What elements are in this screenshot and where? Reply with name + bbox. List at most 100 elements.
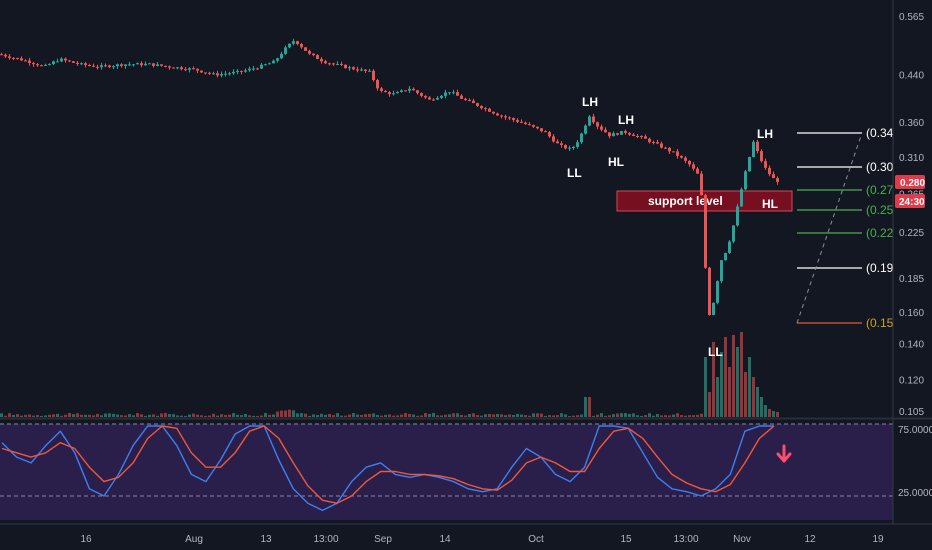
candle-body	[192, 68, 195, 70]
candle-body	[324, 61, 327, 64]
candle-body	[316, 55, 319, 59]
volume-bar	[200, 415, 203, 417]
candle-body	[96, 66, 99, 68]
candle-body	[688, 160, 691, 165]
volume-bar	[104, 413, 107, 417]
volume-bar	[708, 392, 711, 417]
volume-bar	[64, 414, 67, 417]
annotation-ll: LL	[708, 345, 723, 359]
fibonacci-tool[interactable]: (0.34 (0.30 (0.27 (0.25 (0.22 (0.19 (0.15	[796, 126, 894, 330]
volume-bar	[340, 415, 343, 417]
candle-body	[92, 65, 95, 67]
volume-bar	[184, 415, 187, 417]
candle-body	[696, 168, 699, 174]
candle-body	[352, 67, 355, 70]
candle-body	[512, 118, 515, 120]
volume-bar	[368, 413, 371, 417]
volume-bar	[588, 397, 591, 417]
candle-body	[420, 93, 423, 96]
time-tick-label: Oct	[528, 534, 544, 545]
candle-body	[180, 67, 183, 70]
volume-bar	[96, 413, 99, 417]
candle-body	[212, 73, 215, 75]
volume-bar	[344, 415, 347, 417]
candle-body	[448, 92, 451, 94]
volume-bar	[124, 415, 127, 417]
volume-bar	[496, 414, 499, 417]
volume-bar	[292, 410, 295, 417]
countdown-badge	[895, 194, 925, 208]
fib-trend-line[interactable]	[796, 132, 863, 324]
candle-body	[100, 65, 103, 68]
candle-body	[108, 65, 111, 68]
candle-body	[508, 117, 511, 119]
candle-body	[560, 143, 563, 146]
candle-body	[472, 100, 475, 104]
candle-body	[536, 126, 539, 129]
volume-bar	[544, 415, 547, 417]
volume-bar	[700, 413, 703, 417]
volume-bar	[652, 415, 655, 417]
candle-body	[660, 143, 663, 148]
volume-bar	[396, 415, 399, 417]
time-tick-label: 19	[872, 534, 884, 545]
volume-bar	[76, 413, 79, 417]
candle-body	[268, 63, 271, 65]
volume-bar	[472, 413, 475, 417]
volume-bar	[36, 415, 39, 417]
candle-body	[168, 66, 171, 68]
fib-level-label: (0.27	[866, 183, 894, 197]
volume-bar	[400, 414, 403, 417]
volume-bar	[128, 414, 131, 417]
volume-bar	[620, 413, 623, 417]
volume-bar	[772, 411, 775, 417]
candle-body	[524, 122, 527, 125]
volume-bar	[732, 335, 735, 417]
candle-body	[184, 69, 187, 71]
price-tick-label: 0.140	[899, 339, 924, 350]
candle-body	[588, 116, 591, 126]
volume-bar	[688, 415, 691, 417]
volume-bar	[284, 410, 287, 417]
volume-bar	[156, 415, 159, 417]
annotation-lh: LH	[618, 113, 634, 127]
candle-body	[772, 174, 775, 179]
candle-body	[492, 111, 495, 114]
time-axis[interactable]: 16 Aug 13 13:00 Sep 14 Oct 15 13:00 Nov 12 19	[80, 534, 884, 545]
volume-bar	[640, 415, 643, 417]
volume-bar	[60, 415, 63, 417]
volume-bar	[524, 414, 527, 417]
candle-body	[120, 64, 123, 66]
volume-bar	[160, 413, 163, 417]
volume-bar	[388, 414, 391, 417]
candle-body	[676, 151, 679, 156]
volume-bar	[696, 414, 699, 417]
candle-body	[484, 108, 487, 110]
volume-bar	[420, 415, 423, 417]
candle-body	[216, 73, 219, 76]
volume-bar	[480, 415, 483, 417]
candle-body	[244, 70, 247, 72]
price-tick-label: 0.440	[899, 71, 924, 82]
candle-body	[0, 54, 3, 56]
candle-body	[8, 56, 11, 58]
candle-body	[156, 64, 159, 66]
volume-bar	[380, 415, 383, 417]
candle-body	[700, 173, 703, 196]
candle-body	[480, 105, 483, 109]
volume-bar	[308, 415, 311, 417]
time-tick-label: 12	[804, 534, 816, 545]
volume-bar	[728, 367, 731, 417]
candle-body	[760, 151, 763, 162]
candle-body	[764, 161, 767, 168]
candle-body	[756, 141, 759, 152]
candle-body	[256, 68, 259, 70]
candle-body	[172, 67, 175, 69]
price-candles	[0, 38, 779, 316]
candle-body	[284, 47, 287, 54]
candle-body	[44, 64, 47, 66]
price-tick-label: 0.225	[899, 228, 924, 239]
volume-bar	[312, 414, 315, 417]
volume-bar	[428, 413, 431, 417]
volume-bar	[132, 415, 135, 417]
